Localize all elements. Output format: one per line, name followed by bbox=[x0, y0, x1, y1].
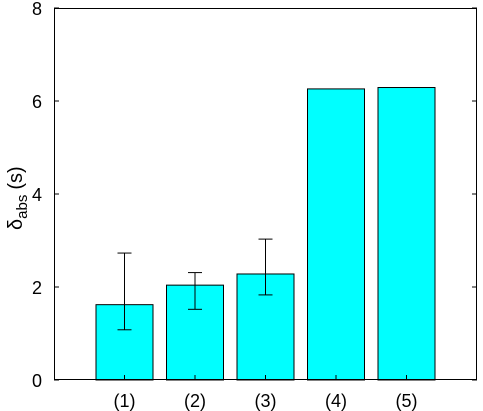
y-axis-label-unit: (s) bbox=[5, 166, 27, 189]
bar-5 bbox=[377, 87, 436, 381]
x-tick-label-5: (5) bbox=[396, 391, 418, 411]
error-bar-2 bbox=[188, 272, 202, 310]
x-axis: (1) (2) (3) (4) (5) bbox=[114, 375, 418, 411]
x-tick-label-3: (3) bbox=[255, 391, 277, 411]
error-bar-3 bbox=[258, 238, 273, 296]
y-axis: 0 2 4 6 8 bbox=[32, 0, 477, 391]
y-tick-label-4: 4 bbox=[32, 185, 42, 205]
y-tick-label-6: 6 bbox=[32, 92, 42, 112]
y-axis-label-subscript: abs bbox=[14, 195, 31, 219]
y-tick-label-0: 0 bbox=[32, 371, 42, 391]
x-tick-label-2: (2) bbox=[184, 391, 206, 411]
y-axis-label-symbol: δ bbox=[5, 219, 27, 230]
errorbars-group bbox=[117, 238, 273, 331]
x-tick-label-4: (4) bbox=[325, 391, 347, 411]
error-bar-1 bbox=[117, 252, 132, 331]
y-tick-label-2: 2 bbox=[32, 278, 42, 298]
bars-group bbox=[95, 87, 436, 381]
x-tick-label-1: (1) bbox=[114, 391, 136, 411]
y-axis-label: δabs (s) bbox=[5, 166, 31, 230]
bar-4 bbox=[307, 88, 365, 381]
y-tick-label-8: 8 bbox=[32, 0, 42, 19]
